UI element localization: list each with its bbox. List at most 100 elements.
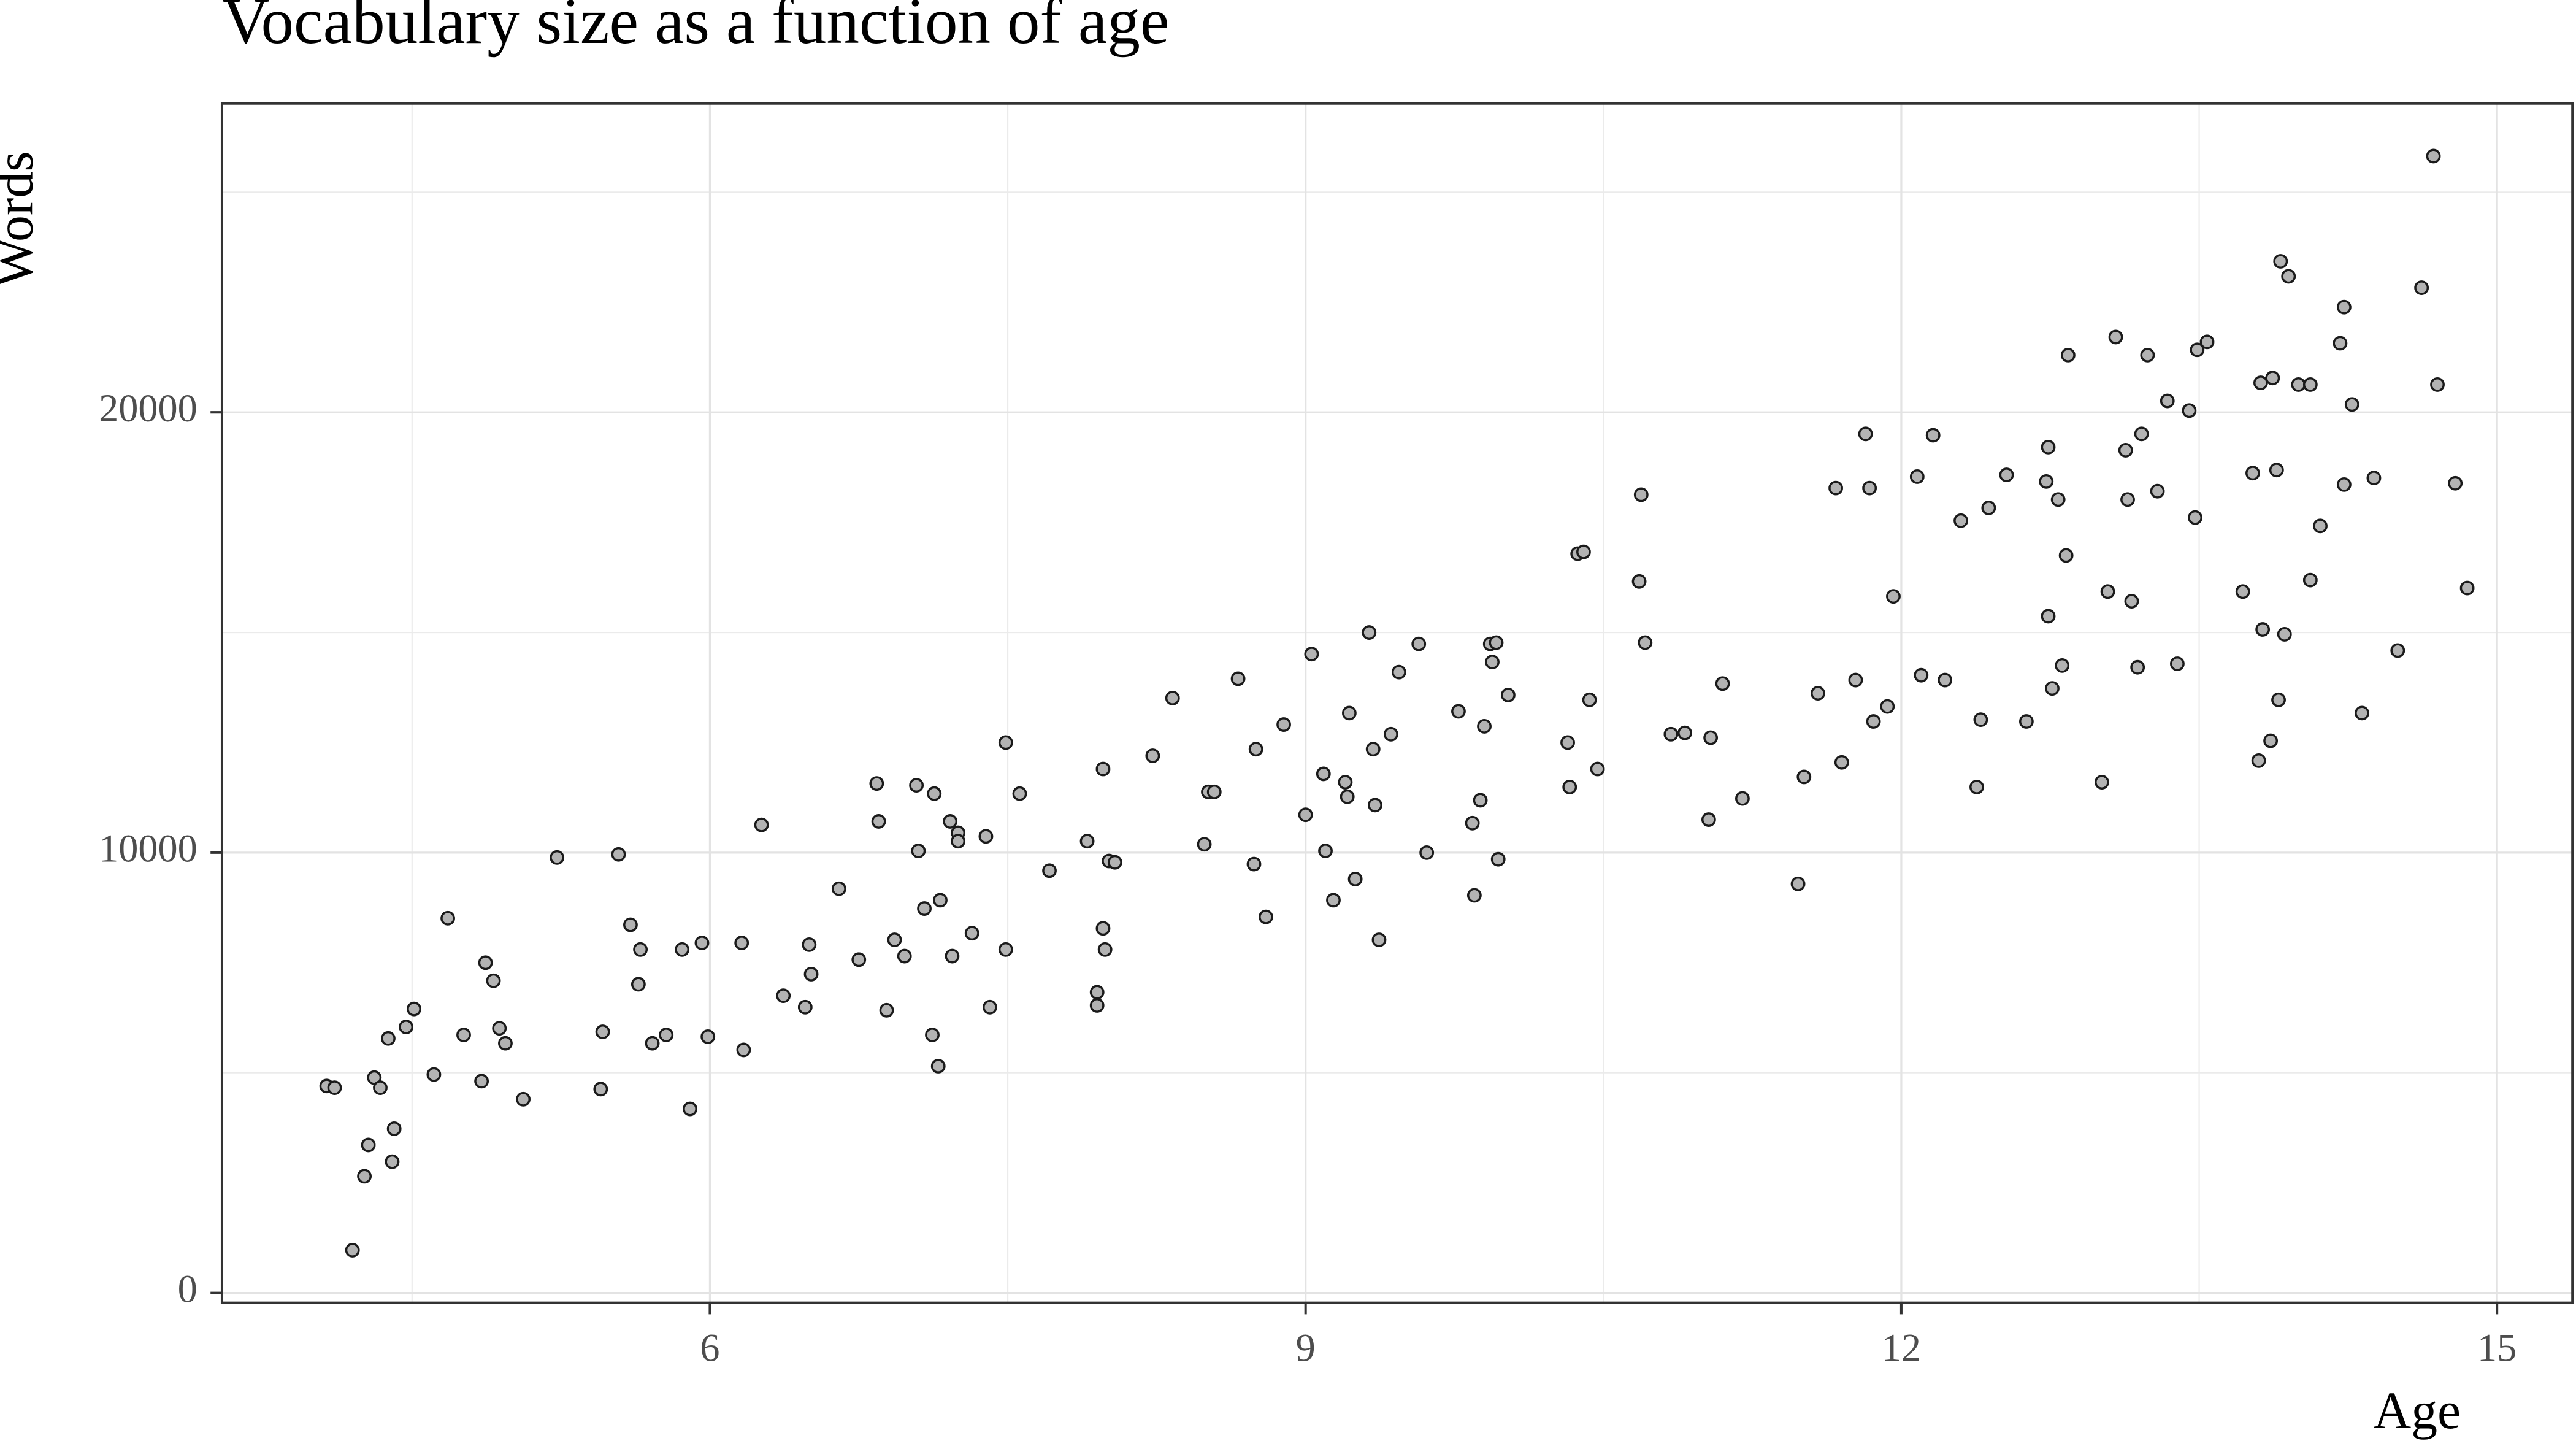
chart-title: Vocabulary size as a function of age: [222, 0, 1170, 58]
point: [1371, 932, 1387, 947]
point: [2199, 334, 2215, 350]
point: [1489, 635, 1504, 650]
point: [998, 735, 1013, 750]
point: [1663, 726, 1679, 742]
point: [1197, 837, 1212, 852]
point: [1411, 636, 1427, 651]
point: [1276, 717, 1291, 732]
y-axis-label: Words: [0, 151, 44, 287]
point: [2041, 609, 2056, 624]
point: [1347, 872, 1363, 886]
point: [1999, 467, 2014, 483]
point: [951, 834, 966, 849]
point: [1341, 705, 1357, 721]
point: [879, 1002, 894, 1018]
point: [1811, 686, 1825, 701]
point: [631, 977, 646, 992]
point: [1677, 725, 1692, 740]
point: [1969, 780, 1984, 794]
point: [1862, 480, 1877, 496]
point: [754, 817, 769, 832]
point: [1079, 834, 1095, 849]
point: [2050, 492, 2066, 507]
point: [474, 1074, 489, 1089]
point: [1465, 815, 1480, 831]
point: [1631, 574, 1647, 589]
x-tick-label: 6: [700, 1326, 719, 1370]
point: [1848, 672, 1863, 688]
point: [1316, 766, 1331, 782]
point: [381, 1031, 396, 1046]
point: [2414, 280, 2429, 295]
point: [2041, 439, 2056, 455]
point: [426, 1067, 442, 1082]
point: [1633, 487, 1649, 502]
point: [930, 1059, 946, 1074]
x-tick-label: 15: [2477, 1326, 2517, 1370]
point: [1590, 761, 1605, 777]
point: [2291, 377, 2306, 392]
point: [700, 1029, 716, 1044]
point: [2190, 342, 2205, 358]
point: [2100, 584, 2115, 599]
point: [345, 1243, 360, 1258]
point: [2265, 371, 2280, 386]
point: [1304, 647, 1319, 662]
point: [1095, 761, 1111, 777]
point: [1500, 688, 1516, 702]
point: [1790, 876, 1806, 891]
y-tick-label: 20000: [99, 386, 197, 430]
point: [2124, 594, 2139, 609]
point: [943, 814, 958, 829]
point: [869, 776, 884, 791]
point: [1473, 793, 1488, 808]
point: [492, 1021, 507, 1036]
point: [1715, 676, 1730, 691]
point: [399, 1020, 414, 1035]
point: [1095, 921, 1111, 936]
point: [2118, 442, 2133, 458]
point: [1735, 791, 1750, 806]
point: [407, 1001, 421, 1017]
panel-border: [220, 102, 2574, 1304]
point: [1089, 985, 1105, 1000]
point: [803, 967, 819, 982]
point: [2245, 466, 2260, 481]
x-tick-label: 9: [1296, 1326, 1316, 1370]
point: [2302, 572, 2318, 588]
point: [440, 910, 455, 926]
y-tick-label: 0: [178, 1267, 197, 1310]
point: [386, 1121, 402, 1136]
point: [2134, 426, 2149, 442]
point: [2251, 753, 2266, 768]
point: [925, 1028, 940, 1042]
point: [917, 901, 932, 916]
point: [911, 844, 926, 858]
point: [2120, 492, 2135, 507]
x-axis-label: Age: [2373, 1382, 2461, 1440]
point: [2333, 336, 2348, 351]
point: [2235, 584, 2250, 599]
point: [2045, 681, 2060, 696]
point: [2302, 377, 2318, 392]
point: [1909, 469, 1925, 484]
point: [2150, 483, 2165, 499]
point: [645, 1036, 660, 1051]
point: [1560, 735, 1575, 750]
point: [831, 881, 846, 896]
point: [1880, 699, 1895, 714]
point: [2170, 656, 2185, 671]
point: [2055, 658, 2070, 673]
point: [1298, 807, 1313, 823]
point: [595, 1024, 610, 1039]
point: [1485, 655, 1500, 670]
point: [2140, 347, 2155, 363]
point: [1858, 426, 1873, 442]
point: [1938, 672, 1953, 688]
point: [945, 948, 960, 964]
point: [1562, 780, 1577, 794]
point: [2018, 714, 2034, 729]
point: [2336, 299, 2352, 315]
point: [2448, 475, 2463, 491]
